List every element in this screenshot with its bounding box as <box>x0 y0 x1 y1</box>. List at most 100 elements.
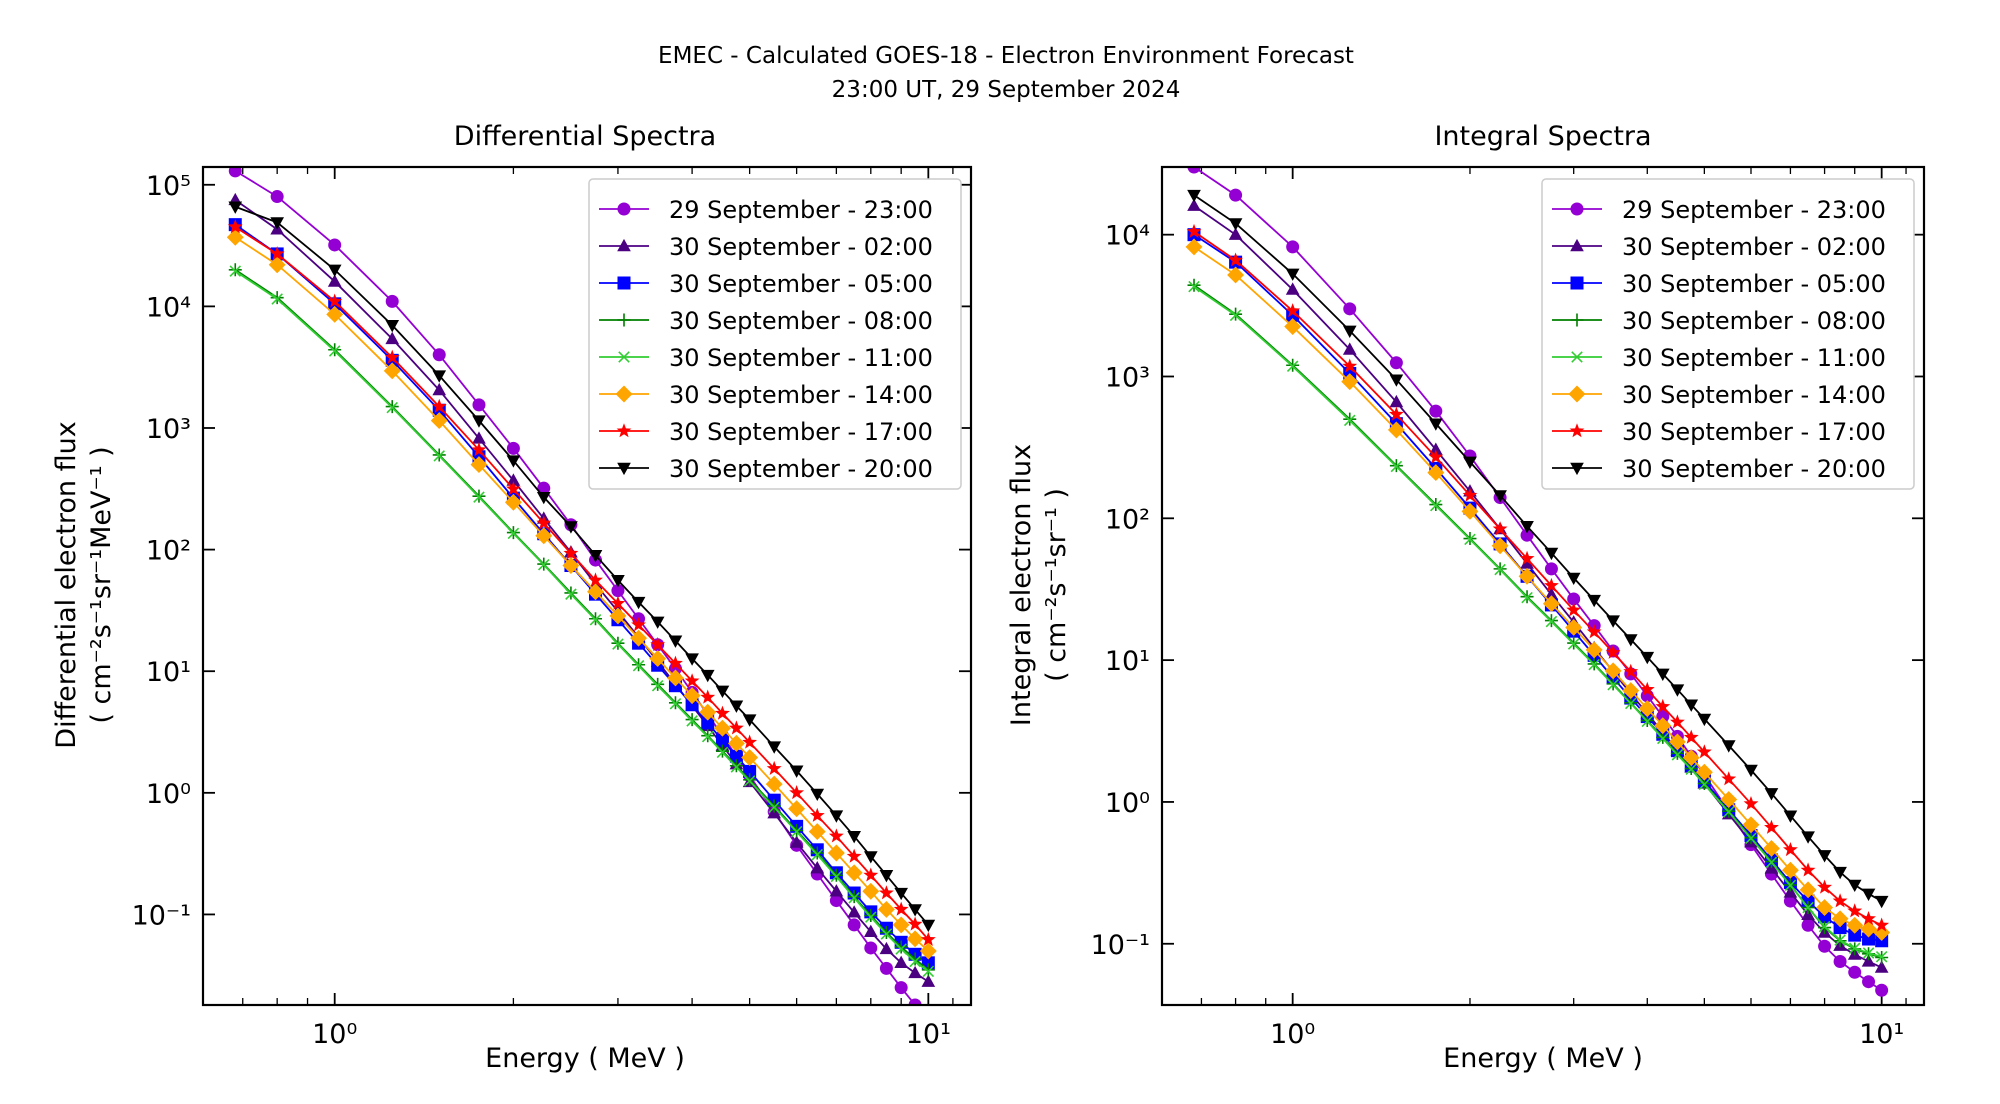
differential-data-point <box>685 698 699 712</box>
integral-data-point <box>1641 715 1654 728</box>
integral-data-point <box>1817 879 1832 894</box>
integral-data-point <box>1834 934 1846 946</box>
differential-panel-title: Differential Spectra <box>454 121 716 152</box>
integral-data-point <box>1833 954 1847 968</box>
integral-data-point <box>1669 714 1685 729</box>
integral-data-point <box>1521 591 1533 604</box>
differential-data-point <box>587 583 604 601</box>
integral-data-point <box>1657 732 1669 745</box>
integral-legend-label: 30 September - 20:00 <box>1622 455 1886 483</box>
differential-legend-label: 30 September - 20:00 <box>669 455 933 483</box>
differential-data-point <box>895 943 907 955</box>
differential-data-point <box>668 635 683 648</box>
differential-data-point <box>790 825 803 838</box>
differential-legend-item: 30 September - 05:00 <box>599 270 933 298</box>
differential-series-6 <box>226 228 937 960</box>
integral-data-point <box>1229 309 1242 322</box>
differential-data-point <box>651 679 664 692</box>
integral-data-point <box>1542 595 1560 613</box>
differential-data-point <box>536 515 552 530</box>
integral-data-point <box>1639 681 1655 696</box>
integral-legend-item: 29 September - 23:00 <box>1552 196 1886 224</box>
differential-data-point <box>728 720 744 735</box>
integral-data-point <box>1228 252 1244 267</box>
differential-data-point <box>921 919 936 933</box>
integral-legend-label: 30 September - 02:00 <box>1622 233 1886 261</box>
integral-plot-frame <box>1160 165 1926 1007</box>
integral-data-point <box>1544 577 1559 592</box>
differential-legend-marker <box>615 385 633 403</box>
differential-data-point <box>430 412 448 430</box>
differential-data-point <box>894 887 908 901</box>
differential-data-point <box>810 788 825 802</box>
integral-data-point <box>1818 920 1831 933</box>
differential-data-point <box>612 638 624 650</box>
differential-ticks: 10⁰ 10¹ 10⁻¹ 10⁰ 10¹ 10² 10³ 10⁴ 10⁵ <box>132 167 971 1050</box>
differential-data-point <box>808 823 826 841</box>
differential-data-point <box>432 348 446 362</box>
differential-data-point <box>473 491 485 503</box>
integral-legend-marker <box>1570 276 1584 290</box>
differential-data-point <box>768 801 780 814</box>
integral-legend-marker <box>1570 202 1584 216</box>
differential-data-point <box>864 941 878 955</box>
integral-data-point <box>1185 238 1203 256</box>
integral-legend-item: 30 September - 08:00 <box>1552 307 1886 335</box>
differential-data-point <box>470 456 488 474</box>
differential-data-point <box>879 885 894 900</box>
differential-y-axis-label-line1: Differential electron flux <box>51 421 82 748</box>
differential-data-point <box>630 629 648 647</box>
differential-series-5 <box>229 265 935 978</box>
differential-data-point <box>227 219 243 234</box>
integral-legend-item: 30 September - 14:00 <box>1552 381 1886 409</box>
differential-legend-marker <box>617 462 631 476</box>
differential-data-point <box>829 810 844 823</box>
differential-data-point <box>385 331 400 345</box>
integral-data-point <box>1464 533 1476 546</box>
integral-data-point <box>1520 556 1534 569</box>
differential-data-point <box>730 761 743 773</box>
differential-data-point <box>589 613 602 626</box>
differential-data-point <box>908 998 922 1005</box>
differential-data-point <box>610 595 626 610</box>
integral-data-point <box>1783 810 1798 823</box>
differential-data-point <box>865 911 877 923</box>
integral-data-point <box>1670 684 1685 697</box>
differential-data-point <box>847 830 861 844</box>
integral-data-point <box>1187 278 1201 292</box>
differential-data-point <box>766 760 782 775</box>
integral-data-point <box>1520 520 1534 534</box>
differential-data-point <box>669 697 682 710</box>
integral-legend-item: 30 September - 17:00 <box>1552 418 1886 446</box>
differential-y-tick-label: 10² <box>146 536 191 567</box>
differential-data-point <box>228 201 243 214</box>
differential-data-point <box>228 167 242 178</box>
differential-data-point <box>535 527 553 545</box>
integral-legend-label: 30 September - 11:00 <box>1622 344 1886 372</box>
integral-data-point <box>1818 910 1832 924</box>
differential-data-point <box>765 775 783 793</box>
differential-data-point <box>877 900 895 918</box>
integral-data-point <box>1285 303 1301 318</box>
integral-data-point <box>1765 856 1778 869</box>
integral-data-point <box>1875 983 1889 997</box>
integral-legend-marker <box>1570 238 1584 252</box>
differential-legend-marker <box>617 276 631 290</box>
integral-data-point <box>1655 668 1670 682</box>
differential-data-point <box>431 398 447 413</box>
integral-data-point <box>1861 910 1876 926</box>
integral-data-point <box>1492 521 1508 536</box>
integral-x-tick-label: 10¹ <box>1859 1019 1904 1050</box>
integral-y-tick-label: 10⁻¹ <box>1091 930 1150 961</box>
integral-data-point <box>1745 832 1757 844</box>
integral-legend-box <box>1541 178 1915 490</box>
differential-y-tick-label: 10¹ <box>146 657 191 688</box>
differential-data-point <box>537 481 551 495</box>
integral-data-point <box>1860 920 1877 938</box>
differential-data-point <box>919 942 937 960</box>
integral-data-point <box>1848 965 1862 979</box>
differential-data-point <box>651 677 665 691</box>
integral-data-point <box>1622 682 1640 700</box>
differential-legend-label: 30 September - 11:00 <box>669 344 933 372</box>
